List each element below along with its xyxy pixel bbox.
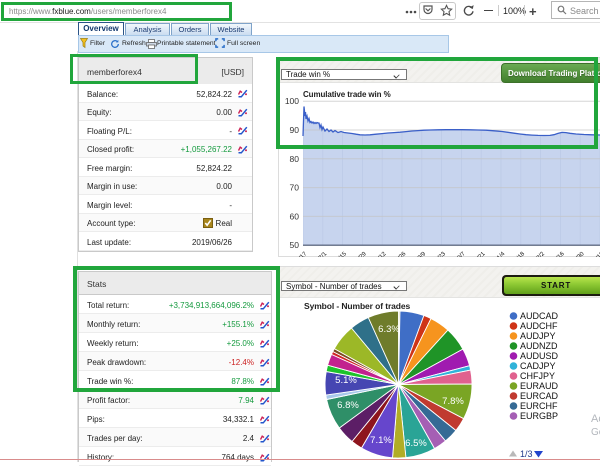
svg-text:9/9: 9/9 <box>417 251 428 257</box>
svg-text:7.8%: 7.8% <box>442 396 464 407</box>
svg-text:70: 70 <box>290 183 300 193</box>
svg-text:11/18: 11/18 <box>512 251 527 257</box>
svg-text:CADJPY: CADJPY <box>520 361 556 371</box>
svg-text:EURAUD: EURAUD <box>520 381 559 391</box>
svg-text:6.8%: 6.8% <box>337 400 359 411</box>
svg-text:6.3%: 6.3% <box>378 324 400 335</box>
svg-text:9/23: 9/23 <box>435 251 448 257</box>
svg-text:8/12: 8/12 <box>375 251 388 257</box>
svg-text:7/15: 7/15 <box>336 251 349 257</box>
svg-text:EURCAD: EURCAD <box>520 391 559 401</box>
svg-text:1/3: 1/3 <box>520 449 533 459</box>
svg-text:AUDUSD: AUDUSD <box>520 351 559 361</box>
svg-text:EURGBP: EURGBP <box>520 411 558 421</box>
svg-text:8/26: 8/26 <box>395 251 408 257</box>
svg-text:50: 50 <box>290 240 300 250</box>
svg-text:60: 60 <box>290 211 300 221</box>
svg-text:AUDCHF: AUDCHF <box>520 321 558 331</box>
svg-text:90: 90 <box>290 125 300 135</box>
svg-text:12/16: 12/16 <box>551 251 566 257</box>
svg-text:11/4: 11/4 <box>494 251 507 257</box>
svg-text:6.5%: 6.5% <box>405 438 427 449</box>
svg-text:AUDJPY: AUDJPY <box>520 331 556 341</box>
svg-text:100: 100 <box>285 96 299 106</box>
svg-text:7/29: 7/29 <box>355 251 368 257</box>
svg-text:10/21: 10/21 <box>472 251 487 257</box>
svg-text:10/7: 10/7 <box>454 251 467 257</box>
svg-text:12/30: 12/30 <box>571 251 586 257</box>
svg-text:6/17: 6/17 <box>296 251 309 257</box>
svg-text:1/13: 1/13 <box>593 251 600 257</box>
svg-text:AUDNZD: AUDNZD <box>520 341 558 351</box>
svg-text:80: 80 <box>290 154 300 164</box>
svg-text:12/2: 12/2 <box>534 251 547 257</box>
svg-text:7.1%: 7.1% <box>370 435 392 446</box>
svg-text:EURCHF: EURCHF <box>520 401 558 411</box>
svg-text:5.1%: 5.1% <box>335 375 357 386</box>
svg-text:CHFJPY: CHFJPY <box>520 371 555 381</box>
svg-text:7/1: 7/1 <box>318 251 329 257</box>
svg-text:AUDCAD: AUDCAD <box>520 311 559 321</box>
